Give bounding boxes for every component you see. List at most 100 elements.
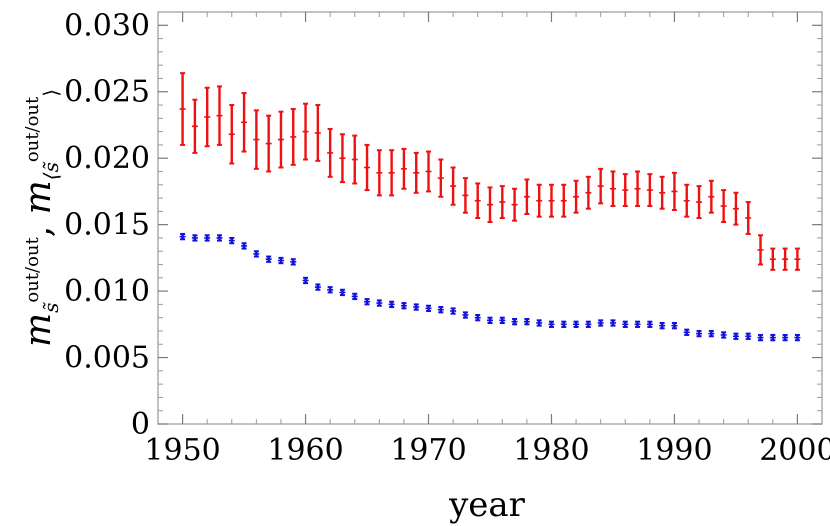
data-point bbox=[769, 247, 776, 271]
data-point bbox=[511, 318, 518, 326]
data-point bbox=[425, 150, 432, 193]
series-0 bbox=[179, 72, 801, 271]
data-point bbox=[683, 328, 690, 336]
y-title-sub-2: ⟨s̃ bbox=[39, 161, 63, 180]
data-point bbox=[351, 134, 358, 185]
x-tick-label: 1980 bbox=[513, 433, 589, 468]
data-point bbox=[646, 173, 653, 208]
y-tick-label: 0.005 bbox=[64, 341, 150, 376]
data-point bbox=[265, 114, 272, 173]
svg-text:ms̃out/out, m⟨s̃out/out⟩: ms̃out/out, m⟨s̃out/out⟩ bbox=[18, 89, 63, 347]
data-point bbox=[204, 234, 211, 242]
data-point bbox=[523, 178, 530, 216]
data-point bbox=[241, 242, 248, 250]
x-tick-label: 1960 bbox=[267, 433, 343, 468]
data-point bbox=[327, 127, 334, 178]
data-point bbox=[487, 186, 493, 223]
data-point bbox=[708, 179, 715, 214]
data-point bbox=[757, 333, 764, 342]
data-point bbox=[683, 183, 690, 218]
data-point bbox=[671, 171, 678, 212]
data-point bbox=[339, 288, 346, 297]
data-point bbox=[425, 304, 432, 313]
data-point bbox=[794, 333, 801, 342]
data-point bbox=[364, 298, 371, 306]
data-point bbox=[302, 276, 309, 285]
y-tick-label: 0.015 bbox=[64, 208, 150, 243]
data-point bbox=[597, 167, 604, 205]
data-point bbox=[290, 108, 297, 166]
x-tick-label: 1970 bbox=[390, 433, 466, 468]
data-point bbox=[216, 85, 223, 146]
data-point bbox=[732, 191, 739, 226]
data-point bbox=[450, 166, 457, 206]
data-point bbox=[241, 92, 248, 153]
data-point bbox=[253, 250, 260, 258]
data-point bbox=[646, 320, 653, 328]
data-point bbox=[388, 300, 395, 309]
data-point bbox=[573, 320, 580, 328]
data-point bbox=[745, 332, 752, 340]
y-title-base-2: m bbox=[18, 180, 59, 214]
data-point bbox=[204, 86, 211, 148]
data-point bbox=[462, 311, 469, 319]
data-point bbox=[732, 332, 739, 340]
y-axis-title: ms̃out/out, m⟨s̃out/out⟩ bbox=[18, 89, 63, 347]
data-point bbox=[511, 187, 518, 222]
data-point bbox=[462, 177, 469, 214]
data-point bbox=[277, 110, 284, 169]
data-point bbox=[437, 158, 444, 198]
y-title-base-1: m bbox=[18, 313, 59, 347]
y-title-sep: , bbox=[18, 214, 59, 237]
data-point bbox=[364, 143, 371, 192]
data-point bbox=[585, 175, 592, 210]
data-point bbox=[769, 333, 776, 342]
data-point bbox=[585, 320, 592, 328]
data-point bbox=[757, 234, 764, 266]
data-point bbox=[314, 283, 321, 291]
x-axis: 1950 1960 1970 1980 1990 2000 bbox=[144, 12, 830, 468]
data-point bbox=[523, 318, 530, 326]
y-title-sup-1: out/out bbox=[22, 236, 43, 302]
data-point bbox=[696, 185, 703, 219]
data-point bbox=[720, 189, 727, 223]
data-point bbox=[228, 236, 235, 245]
data-point bbox=[708, 329, 715, 338]
y-tick-label: 0.010 bbox=[64, 274, 150, 309]
data-point bbox=[659, 321, 666, 330]
data-point bbox=[634, 170, 641, 208]
data-point bbox=[179, 72, 186, 146]
data-point bbox=[536, 319, 543, 327]
data-point bbox=[609, 170, 616, 208]
data-point bbox=[474, 182, 481, 219]
x-tick-label: 2000 bbox=[759, 433, 830, 468]
y-axis: 0 0.005 0.010 0.015 0.020 0.025 0.030 bbox=[64, 8, 822, 442]
data-point bbox=[548, 320, 555, 328]
data-point bbox=[437, 306, 444, 314]
data-point bbox=[191, 98, 198, 154]
x-axis-title: year bbox=[448, 485, 526, 525]
data-point bbox=[782, 247, 789, 271]
data-point bbox=[388, 149, 395, 197]
data-point bbox=[622, 173, 629, 208]
data-point bbox=[745, 201, 752, 235]
data-point bbox=[351, 292, 358, 301]
data-point bbox=[794, 247, 801, 271]
data-point bbox=[314, 104, 321, 162]
data-point bbox=[671, 321, 678, 330]
data-point bbox=[536, 183, 543, 218]
data-point bbox=[487, 316, 493, 324]
data-point bbox=[560, 183, 567, 218]
data-point bbox=[253, 109, 260, 170]
data-point bbox=[376, 299, 383, 307]
x-tick-label: 1950 bbox=[144, 433, 220, 468]
y-tick-label: 0.025 bbox=[64, 75, 150, 110]
y-title-sup-2: out/out bbox=[22, 96, 43, 162]
data-point bbox=[597, 319, 604, 327]
data-point bbox=[560, 320, 567, 328]
data-point bbox=[634, 320, 641, 328]
data-point bbox=[548, 183, 555, 218]
data-point bbox=[376, 149, 383, 197]
data-point bbox=[696, 329, 703, 338]
